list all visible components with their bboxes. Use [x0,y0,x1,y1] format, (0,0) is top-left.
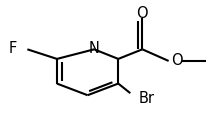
Text: O: O [136,6,148,21]
Text: O: O [171,53,183,68]
Text: N: N [89,41,100,56]
Text: F: F [9,41,17,56]
Text: Br: Br [139,91,155,106]
